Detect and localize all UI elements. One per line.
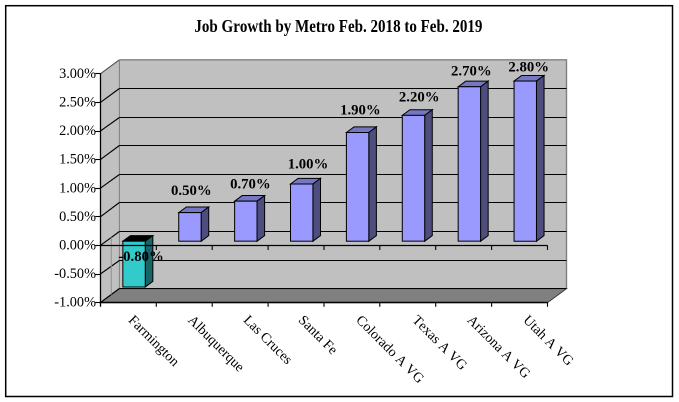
svg-text:-1.00%: -1.00% [54, 295, 96, 311]
svg-text:2.50%: 2.50% [59, 95, 96, 111]
svg-text:Job Growth by Metro Feb. 2018: Job Growth by Metro Feb. 2018 to Feb. 20… [194, 16, 482, 36]
svg-text:1.50%: 1.50% [59, 152, 96, 168]
svg-text:1.90%: 1.90% [340, 102, 381, 118]
svg-text:0.50%: 0.50% [171, 183, 212, 199]
svg-text:0.00%: 0.00% [59, 238, 96, 254]
svg-text:0.50%: 0.50% [59, 209, 96, 225]
svg-text:-0.50%: -0.50% [54, 266, 96, 282]
svg-text:2.00%: 2.00% [59, 123, 96, 139]
svg-text:1.00%: 1.00% [59, 180, 96, 196]
svg-text:2.80%: 2.80% [508, 60, 549, 76]
svg-text:3.00%: 3.00% [59, 66, 96, 82]
svg-text:2.70%: 2.70% [451, 64, 492, 80]
svg-text:1.00%: 1.00% [288, 156, 329, 172]
svg-text:0.70%: 0.70% [230, 177, 271, 193]
svg-text:2.20%: 2.20% [399, 90, 440, 106]
svg-text:-0.80%: -0.80% [118, 249, 163, 265]
